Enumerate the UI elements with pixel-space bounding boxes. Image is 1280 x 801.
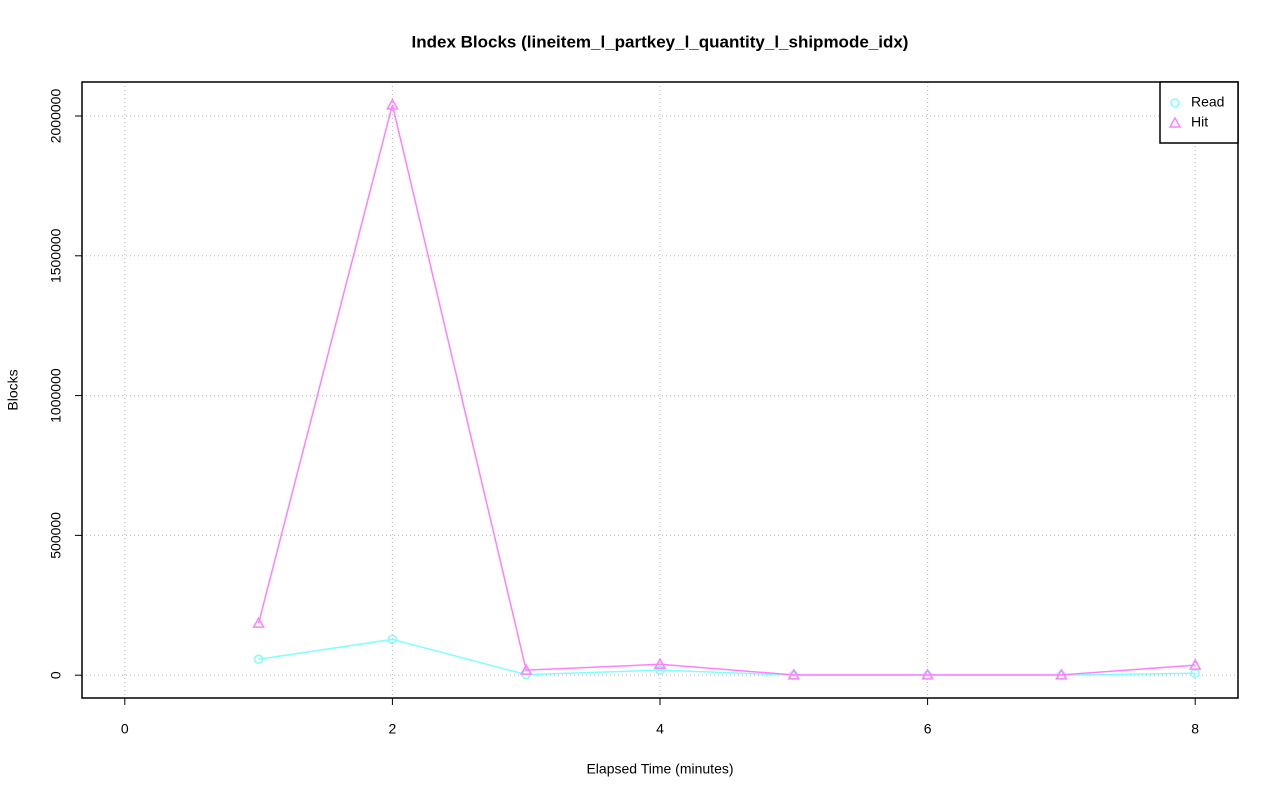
- triangle-marker: [653, 657, 667, 670]
- series-line: [257, 104, 1196, 676]
- y-axis-label: Blocks: [5, 369, 21, 410]
- legend-label: Hit: [1191, 114, 1208, 130]
- chart-title: Index Blocks (lineitem_l_partkey_l_quant…: [412, 32, 909, 51]
- plot-frame: [81, 81, 1239, 699]
- y-tick-label: 2000000: [48, 89, 64, 144]
- triangle-marker: [519, 663, 533, 675]
- x-axis-label: Elapsed Time (minutes): [586, 761, 733, 777]
- circle-marker: [387, 634, 398, 645]
- triangle-marker: [1168, 116, 1182, 128]
- triangle-marker: [386, 98, 399, 110]
- triangle-marker: [787, 668, 801, 680]
- y-tick-label: 500000: [48, 512, 64, 559]
- x-tick-label: 4: [656, 721, 664, 737]
- triangle-marker: [1188, 658, 1202, 670]
- triangle-marker: [1055, 668, 1068, 680]
- triangle-marker: [252, 616, 265, 628]
- legend-label: Read: [1191, 94, 1224, 110]
- triangle-marker: [921, 668, 934, 680]
- circle-marker: [655, 665, 665, 675]
- x-tick-label: 6: [924, 721, 932, 737]
- circle-marker: [1170, 98, 1180, 108]
- y-tick-label: 1500000: [48, 228, 64, 283]
- x-tick-label: 0: [121, 721, 129, 737]
- y-tick-label: 0: [48, 671, 64, 679]
- circle-marker: [253, 654, 264, 664]
- legend-box: [1159, 81, 1239, 144]
- x-tick-label: 2: [389, 721, 397, 737]
- x-tick-label: 8: [1191, 721, 1199, 737]
- y-tick-label: 1000000: [48, 368, 64, 423]
